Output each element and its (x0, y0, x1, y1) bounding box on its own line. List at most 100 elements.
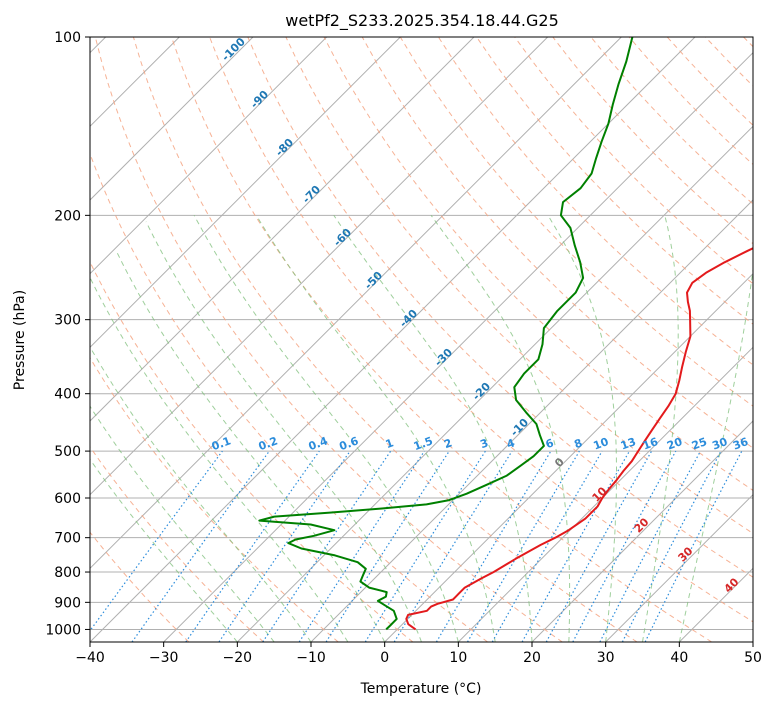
mixing-ratio-label: 6 (544, 436, 556, 451)
isotherm-label: -30 (432, 346, 455, 369)
y-axis-ticks: 100 200 300 400 500 600 700 800 900 1000 (45, 30, 90, 638)
mixing-ratio-label: 30 (710, 435, 729, 453)
isotherm-label: -90 (248, 88, 271, 111)
plot-area: -100-90-80-70-60-50-40-30-20-10010203040… (0, 35, 775, 642)
dry-adiabat (57, 37, 488, 642)
y-axis-label: Pressure (hPa) (12, 290, 28, 390)
moist-adiabat (194, 215, 458, 642)
dry-adiabats (0, 37, 775, 642)
isotherm-label: -80 (273, 136, 296, 159)
x-tick-label: 0 (380, 650, 389, 666)
isotherm-label: -50 (362, 269, 385, 292)
moist-adiabat (66, 302, 311, 642)
mixing-ratio-label: 20 (665, 435, 684, 453)
isotherm-line (458, 37, 775, 642)
x-tick-label: 40 (670, 650, 688, 666)
isotherm-label: -70 (300, 183, 323, 206)
mixing-ratio-line (263, 451, 391, 642)
isotherm-line (0, 37, 327, 642)
y-tick-label: 200 (54, 208, 81, 224)
mixing-ratio-line (468, 451, 580, 642)
mixing-ratio-line (326, 451, 449, 642)
dry-adiabat (744, 37, 775, 642)
isotherm-line (0, 37, 253, 642)
x-axis-ticks: −40 −30 −20 −10 0 10 20 30 40 50 (75, 642, 762, 666)
mixing-ratio-label: 0.4 (307, 434, 330, 453)
x-tick-label: −10 (296, 650, 326, 666)
dry-adiabat (515, 37, 775, 642)
y-tick-label: 600 (54, 491, 81, 507)
mixing-ratio-label: 0.1 (210, 434, 233, 453)
y-tick-label: 300 (54, 313, 81, 329)
mixing-ratio-label: 16 (641, 435, 660, 453)
isotherm-line (753, 37, 775, 642)
moist-adiabat (334, 215, 532, 642)
temperature-profile-line (406, 37, 775, 629)
moist-adiabats (22, 215, 759, 642)
isotherm-line (0, 37, 400, 642)
moist-adiabat (146, 222, 421, 642)
x-tick-label: −40 (75, 650, 105, 666)
mixing-ratio-line (82, 451, 223, 642)
mixing-ratio-label: 1 (384, 436, 396, 451)
x-tick-label: 10 (449, 650, 467, 666)
isotherm-line (0, 37, 474, 642)
isotherm-label: -10 (508, 416, 531, 439)
x-tick-label: 30 (597, 650, 615, 666)
dry-adiabat (553, 37, 775, 642)
isotherm-label: -60 (331, 226, 354, 249)
moist-adiabat (44, 324, 275, 642)
isotherm-label: -40 (397, 307, 420, 330)
plot-frame (90, 37, 753, 642)
isotherm-label: 20 (632, 515, 652, 535)
pressure-gridlines (90, 37, 753, 629)
y-tick-label: 500 (54, 444, 81, 460)
x-tick-label: −20 (223, 650, 253, 666)
moist-adiabat (643, 215, 679, 642)
y-tick-label: 1000 (45, 622, 81, 638)
chart-title: wetPf2_S233.2025.354.18.44.G25 (285, 11, 559, 31)
dry-adiabat (133, 37, 637, 642)
dry-adiabat (0, 37, 338, 642)
dry-adiabat (172, 37, 712, 642)
y-tick-label: 700 (54, 531, 81, 547)
isotherm-label: 30 (676, 544, 696, 564)
mixing-ratio-line (365, 451, 485, 642)
isotherm-line (164, 37, 769, 642)
y-tick-label: 400 (54, 387, 81, 403)
mixing-ratio-label: 0.6 (338, 434, 361, 453)
mixing-ratio-line (573, 451, 676, 642)
mixing-ratio-label: 3 (478, 436, 490, 451)
mixing-ratio-label: 25 (690, 435, 709, 452)
dewpoint-profile-line (259, 37, 632, 629)
dry-adiabat (19, 37, 413, 642)
x-tick-label: 20 (523, 650, 541, 666)
dry-adiabat (95, 37, 562, 642)
mixing-ratio-label: 36 (731, 435, 750, 453)
x-tick-label: 50 (744, 650, 762, 666)
isotherm-label: 40 (722, 575, 742, 595)
isotherm-line (90, 37, 695, 642)
mixing-ratio-label: 13 (619, 435, 638, 452)
x-tick-label: −30 (149, 650, 179, 666)
dry-adiabat (0, 37, 263, 642)
isotherm-lines (0, 37, 775, 642)
mixing-ratio-label: 1.5 (412, 434, 435, 453)
mixing-ratio-label: 0.2 (257, 434, 280, 453)
mixing-ratio-line (299, 451, 424, 642)
x-axis-label: Temperature (°C) (360, 681, 482, 697)
isotherm-line (385, 37, 775, 642)
y-tick-label: 800 (54, 565, 81, 581)
y-tick-label: 900 (54, 595, 81, 611)
mixing-ratio-label: 2 (442, 436, 454, 451)
mixing-ratio-label: 10 (592, 435, 611, 453)
isotherm-label: -100 (219, 35, 248, 64)
y-tick-label: 100 (54, 30, 81, 46)
isotherm-line (679, 37, 775, 642)
isotherm-label: -20 (470, 380, 493, 403)
dry-adiabat (705, 37, 775, 642)
isotherm-label: 10 (590, 484, 610, 504)
mixing-ratio-line (436, 451, 551, 642)
